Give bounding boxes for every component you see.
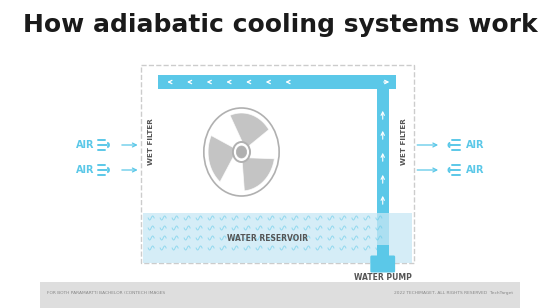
Text: WET FILTER: WET FILTER — [401, 119, 407, 165]
Circle shape — [236, 146, 246, 158]
Text: WATER RESERVOIR: WATER RESERVOIR — [227, 233, 307, 242]
FancyBboxPatch shape — [143, 213, 412, 263]
Text: AIR: AIR — [466, 140, 484, 150]
Text: How adiabatic cooling systems work: How adiabatic cooling systems work — [23, 13, 537, 37]
Polygon shape — [230, 113, 269, 147]
FancyBboxPatch shape — [158, 75, 396, 89]
Text: WET FILTER: WET FILTER — [148, 119, 154, 165]
Text: 2022 TECHIMAGET, ALL RIGHTS RESERVED  TechTarget: 2022 TECHIMAGET, ALL RIGHTS RESERVED Tec… — [394, 291, 513, 295]
Text: WATER PUMP: WATER PUMP — [354, 274, 412, 282]
Polygon shape — [208, 136, 235, 182]
Text: AIR: AIR — [76, 165, 94, 175]
Text: FOR BOTH PARAMARTTI BACHELOR (CONTECH IMAGES: FOR BOTH PARAMARTTI BACHELOR (CONTECH IM… — [47, 291, 165, 295]
Polygon shape — [242, 158, 274, 191]
FancyBboxPatch shape — [377, 245, 389, 257]
Text: AIR: AIR — [76, 140, 94, 150]
FancyBboxPatch shape — [370, 256, 395, 273]
FancyBboxPatch shape — [40, 282, 520, 308]
FancyBboxPatch shape — [377, 89, 389, 245]
Circle shape — [233, 142, 250, 162]
Text: AIR: AIR — [466, 165, 484, 175]
